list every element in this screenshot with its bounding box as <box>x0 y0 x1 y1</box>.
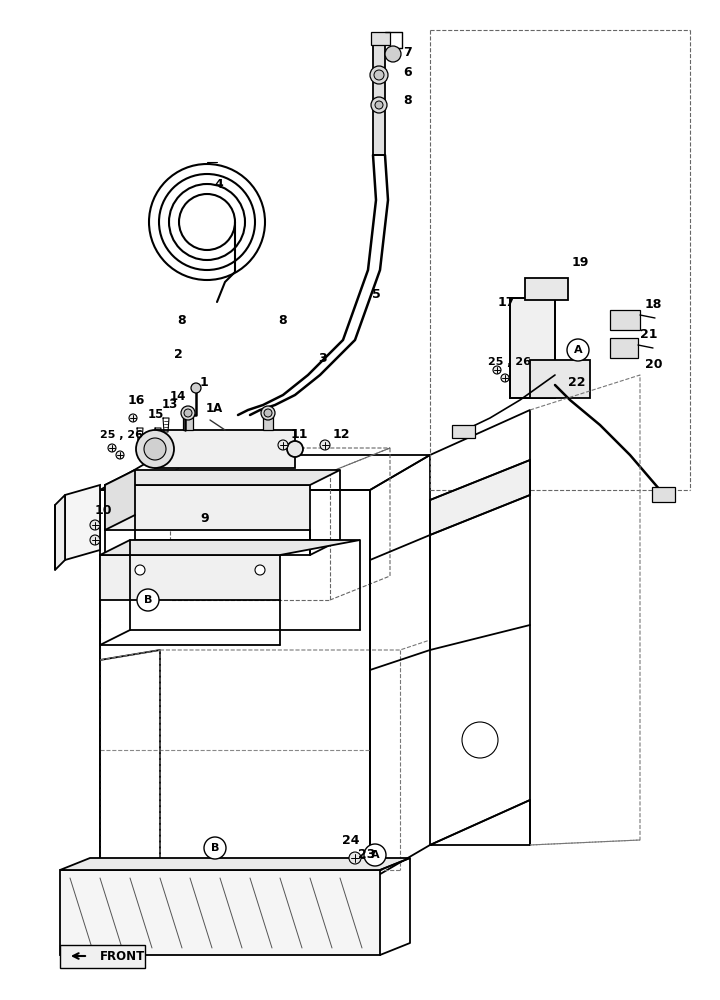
Text: 13: 13 <box>162 398 179 412</box>
Circle shape <box>370 66 388 84</box>
Circle shape <box>129 414 137 422</box>
Polygon shape <box>263 415 273 430</box>
Polygon shape <box>55 495 65 570</box>
Text: 22: 22 <box>568 376 585 389</box>
Text: 8: 8 <box>403 94 412 106</box>
Text: 17: 17 <box>498 296 516 308</box>
Text: 25 , 26: 25 , 26 <box>488 357 531 367</box>
Text: 18: 18 <box>645 298 662 312</box>
Polygon shape <box>510 298 555 398</box>
Text: 2: 2 <box>174 349 183 361</box>
Circle shape <box>191 383 201 393</box>
Polygon shape <box>65 485 100 560</box>
Text: 25 , 26: 25 , 26 <box>100 430 143 440</box>
Text: 14: 14 <box>170 389 186 402</box>
Text: A: A <box>574 345 582 355</box>
Circle shape <box>371 97 387 113</box>
Circle shape <box>90 520 100 530</box>
Polygon shape <box>610 338 638 358</box>
Text: 20: 20 <box>645 359 662 371</box>
Circle shape <box>567 339 589 361</box>
Circle shape <box>501 374 509 382</box>
Text: 12: 12 <box>333 428 351 442</box>
Text: 23: 23 <box>358 848 375 861</box>
Text: 19: 19 <box>572 256 590 269</box>
Text: 6: 6 <box>403 66 412 80</box>
Text: 11: 11 <box>291 428 308 442</box>
Circle shape <box>135 565 145 575</box>
Circle shape <box>116 451 124 459</box>
Polygon shape <box>373 40 385 155</box>
Polygon shape <box>183 415 193 430</box>
Text: 24: 24 <box>342 834 359 846</box>
Polygon shape <box>155 430 295 468</box>
Text: FRONT: FRONT <box>100 950 145 962</box>
Text: 7: 7 <box>403 45 412 58</box>
Polygon shape <box>610 310 640 330</box>
Polygon shape <box>105 485 310 530</box>
Circle shape <box>493 366 501 374</box>
Circle shape <box>90 535 100 545</box>
Polygon shape <box>105 470 340 485</box>
Text: 10: 10 <box>95 504 112 516</box>
Text: 16: 16 <box>128 393 145 406</box>
Circle shape <box>375 101 383 109</box>
Circle shape <box>137 589 159 611</box>
Circle shape <box>144 438 166 460</box>
Circle shape <box>385 46 401 62</box>
Text: 15: 15 <box>148 408 164 422</box>
Text: 1: 1 <box>200 376 209 389</box>
Circle shape <box>364 844 386 866</box>
Text: 3: 3 <box>318 352 327 364</box>
Circle shape <box>320 440 330 450</box>
Polygon shape <box>652 487 675 502</box>
Circle shape <box>204 837 226 859</box>
Polygon shape <box>60 870 380 955</box>
Polygon shape <box>60 945 145 968</box>
Polygon shape <box>530 360 590 398</box>
Polygon shape <box>371 32 390 45</box>
Circle shape <box>136 430 174 468</box>
Circle shape <box>264 409 272 417</box>
Circle shape <box>374 70 384 80</box>
Polygon shape <box>100 555 280 600</box>
Circle shape <box>261 406 275 420</box>
Text: 5: 5 <box>372 288 381 302</box>
Polygon shape <box>452 425 475 438</box>
Text: B: B <box>144 595 152 605</box>
Text: 8: 8 <box>177 314 186 326</box>
Polygon shape <box>430 460 530 535</box>
Text: 8: 8 <box>278 314 287 326</box>
Text: 21: 21 <box>640 328 657 340</box>
Text: B: B <box>211 843 219 853</box>
Circle shape <box>349 852 361 864</box>
Circle shape <box>278 440 288 450</box>
Circle shape <box>184 409 192 417</box>
Text: A: A <box>371 850 379 860</box>
Polygon shape <box>105 470 135 530</box>
Circle shape <box>181 406 195 420</box>
Text: 9: 9 <box>200 512 209 524</box>
Polygon shape <box>100 540 360 555</box>
Text: 1A: 1A <box>206 401 223 414</box>
Circle shape <box>255 565 265 575</box>
Polygon shape <box>60 858 410 870</box>
Polygon shape <box>525 278 568 300</box>
Circle shape <box>108 444 116 452</box>
Text: 4: 4 <box>214 178 222 192</box>
Circle shape <box>287 441 303 457</box>
